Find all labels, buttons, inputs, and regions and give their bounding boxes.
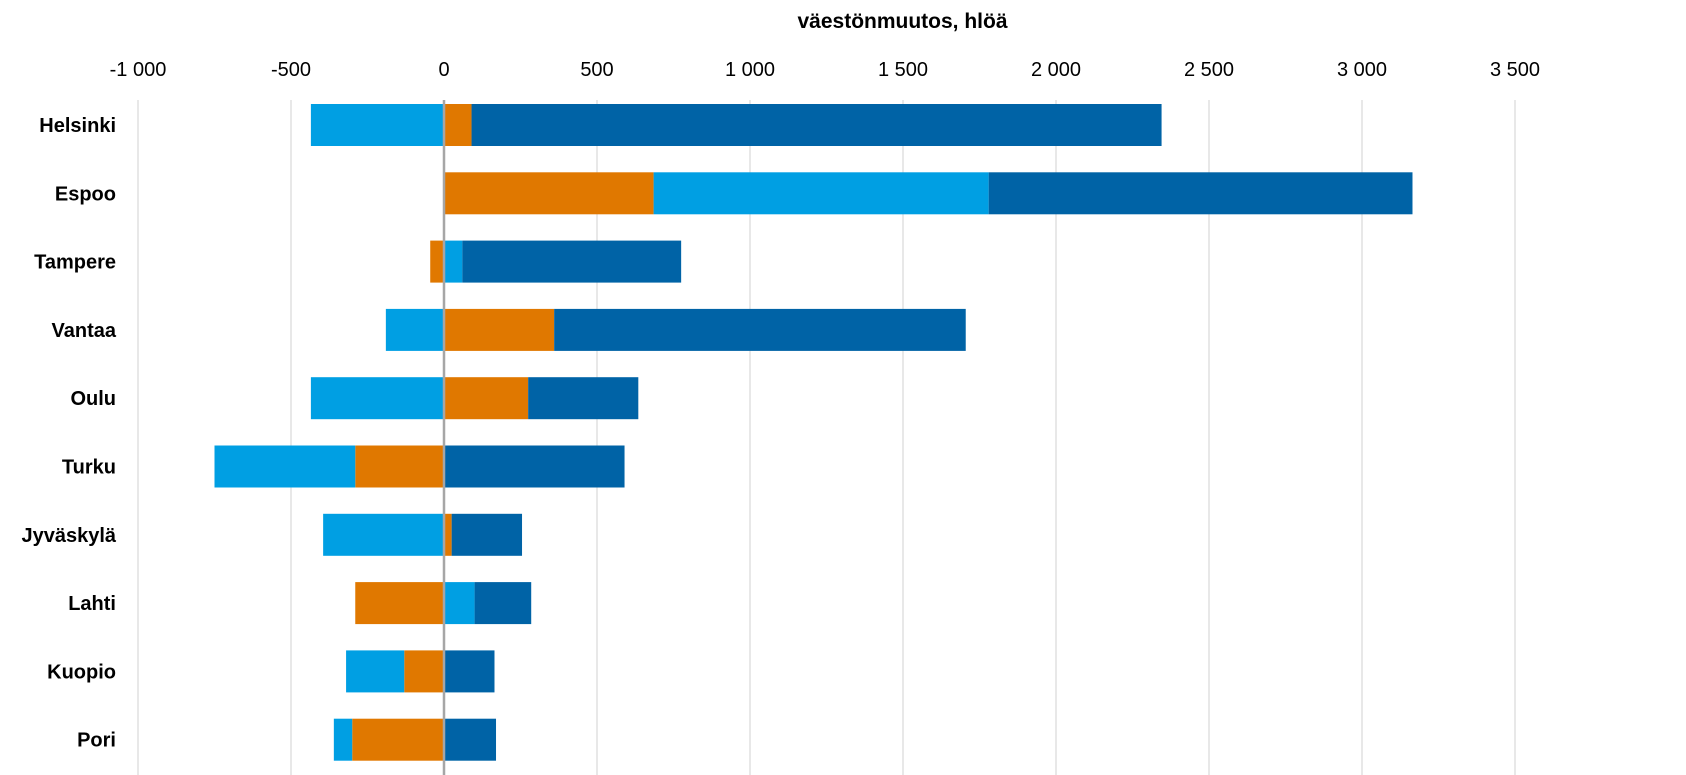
bar-pori-series-3 — [444, 718, 497, 761]
x-tick-label: 0 — [438, 59, 449, 81]
bar-oulu-series-1 — [444, 377, 529, 420]
bar-turku-series-2 — [214, 445, 356, 488]
bar-tampere-series-2 — [444, 240, 463, 283]
bar-tampere-series-3 — [462, 240, 682, 283]
x-tick-label: 3 500 — [1490, 59, 1540, 81]
bar-espoo-series-3 — [988, 172, 1413, 215]
category-label: Lahti — [68, 593, 116, 615]
x-tick-label: 500 — [580, 59, 613, 81]
category-label: Kuopio — [47, 661, 116, 683]
x-tick-label: 1 500 — [878, 59, 928, 81]
x-tick-label: -1 000 — [110, 59, 167, 81]
bar-vantaa-series-1 — [444, 308, 555, 351]
x-tick-labels: -1 000 -500 0 500 1 000 1 500 2 000 2 500 3 000 3… — [110, 59, 1540, 81]
bar-pori-series-2 — [333, 718, 353, 761]
bar-espoo-series-1 — [444, 172, 654, 215]
bar-tampere-series-1 — [430, 240, 444, 283]
bar-kuopio-series-3 — [444, 650, 495, 693]
bar-jyväskylä-series-2 — [323, 513, 444, 556]
bars — [214, 104, 1413, 761]
bar-lahti-series-1 — [355, 582, 444, 625]
x-tick-label: 2 000 — [1031, 59, 1081, 81]
bar-pori-series-1 — [352, 718, 444, 761]
bar-lahti-series-2 — [444, 582, 475, 625]
category-label: Tampere — [34, 252, 116, 274]
category-label: Jyväskylä — [21, 525, 116, 547]
bar-oulu-series-3 — [528, 377, 639, 420]
category-labels: Helsinki Espoo Tampere Vantaa Oulu Turku Jyväs… — [21, 115, 116, 752]
bar-kuopio-series-1 — [404, 650, 444, 693]
x-tick-label: 2 500 — [1184, 59, 1234, 81]
bar-kuopio-series-2 — [346, 650, 405, 693]
x-tick-label: 1 000 — [725, 59, 775, 81]
category-label: Vantaa — [52, 320, 117, 342]
bar-lahti-series-3 — [474, 582, 532, 625]
category-label: Turku — [62, 457, 116, 479]
category-label: Espoo — [55, 183, 116, 205]
bar-turku-series-1 — [355, 445, 444, 488]
category-label: Oulu — [70, 388, 116, 410]
bar-turku-series-3 — [444, 445, 625, 488]
x-tick-label: -500 — [271, 59, 311, 81]
bar-espoo-series-2 — [653, 172, 989, 215]
bar-jyväskylä-series-1 — [444, 513, 452, 556]
bar-vantaa-series-3 — [554, 308, 966, 351]
bar-helsinki-series-1 — [444, 104, 472, 146]
bar-oulu-series-2 — [310, 377, 444, 420]
x-axis-title: väestönmuutos, hlöä — [797, 10, 1007, 33]
bar-helsinki-series-3 — [471, 104, 1162, 146]
bar-jyväskylä-series-3 — [451, 513, 523, 556]
bar-helsinki-series-2 — [310, 104, 444, 146]
bar-vantaa-series-2 — [385, 308, 444, 351]
category-label: Pori — [77, 730, 116, 752]
x-tick-label: 3 000 — [1337, 59, 1387, 81]
category-label: Helsinki — [39, 115, 116, 137]
